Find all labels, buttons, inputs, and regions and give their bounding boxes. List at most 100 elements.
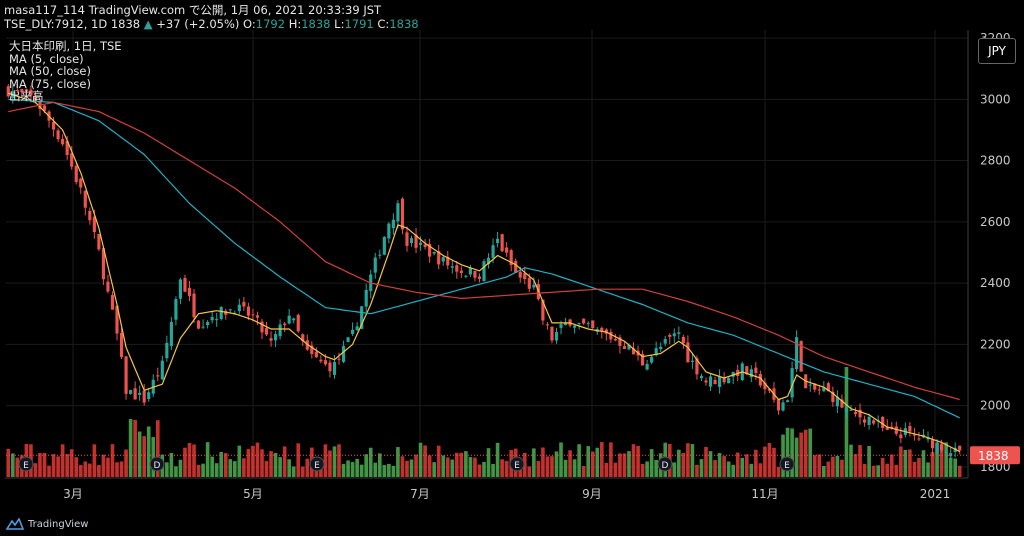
candle-body xyxy=(165,342,169,359)
volume-bar xyxy=(264,461,269,477)
volume-bar xyxy=(377,453,382,477)
time-axis: 3月 5月 7月 9月 11月 2021 xyxy=(63,487,950,501)
volume-bar xyxy=(849,444,853,477)
volume-bar xyxy=(595,447,600,477)
last-price-text: 1838 xyxy=(978,449,1009,463)
candle-body xyxy=(260,321,264,333)
candle-body xyxy=(110,295,115,310)
tradingview-brand[interactable]: TradingView xyxy=(6,518,88,530)
candle-body xyxy=(808,384,812,386)
candle-body xyxy=(450,266,454,268)
volume-bar xyxy=(346,460,350,477)
volume-bar xyxy=(373,462,378,477)
volume-bar xyxy=(917,457,921,477)
volume-bar xyxy=(137,431,142,477)
volume-bar xyxy=(944,442,948,477)
volume-bar xyxy=(672,462,677,477)
volume-bar xyxy=(178,459,183,477)
volume-bar xyxy=(110,444,115,477)
candle-body xyxy=(813,383,817,390)
candle-body xyxy=(554,331,559,341)
candle-body xyxy=(785,400,790,403)
candle-body xyxy=(287,315,291,324)
volume-bar xyxy=(192,444,196,477)
candle-body xyxy=(215,319,219,321)
volume-bars xyxy=(6,367,962,477)
volume-bar xyxy=(781,434,785,477)
volume-bar xyxy=(74,457,79,477)
candle-body xyxy=(835,396,839,407)
candle-body xyxy=(704,380,708,383)
volume-bar xyxy=(899,446,903,477)
candle-body xyxy=(894,426,898,434)
volume-bar xyxy=(51,454,56,477)
candle-body xyxy=(473,270,477,278)
volume-bar xyxy=(418,442,423,477)
candle-body xyxy=(917,438,921,440)
volume-bar xyxy=(794,437,799,477)
low-value: 1791 xyxy=(344,17,374,31)
candle-body xyxy=(781,402,785,411)
volume-bar xyxy=(482,461,486,477)
volume-bar xyxy=(731,464,736,477)
volume-bar xyxy=(772,447,776,477)
candle-body xyxy=(758,373,762,386)
volume-bar xyxy=(10,453,15,477)
volume-bar xyxy=(251,445,255,477)
legend-ma75[interactable]: MA (75, close) xyxy=(9,76,91,91)
candle-body xyxy=(912,434,917,436)
candle-body xyxy=(292,318,296,321)
currency-button[interactable]: JPY xyxy=(978,38,1016,64)
candle-body xyxy=(713,379,717,385)
volume-bar xyxy=(912,461,917,477)
candle-body xyxy=(695,358,699,375)
volume-bar xyxy=(536,460,541,477)
volume-bar xyxy=(921,450,926,477)
candle-body xyxy=(56,130,60,140)
legend-ma5[interactable]: MA (5, close) xyxy=(9,51,84,66)
publish-info: masa117_114 TradingView.com で公開, 1月 06, … xyxy=(4,3,382,17)
candle-body xyxy=(387,223,391,239)
volume-bar xyxy=(391,465,396,477)
candle-body xyxy=(681,336,685,343)
legend-volume[interactable]: 出来高 xyxy=(9,89,44,103)
volume-bar xyxy=(477,464,482,477)
candle-body xyxy=(550,326,554,341)
volume-bar xyxy=(42,452,47,477)
volume-bar xyxy=(305,458,310,477)
candle-body xyxy=(251,314,255,316)
volume-bar xyxy=(396,447,400,477)
volume-bar xyxy=(532,448,536,477)
volume-bar xyxy=(128,419,133,477)
volume-bar xyxy=(210,456,214,477)
volume-bar xyxy=(645,461,649,477)
candle-body xyxy=(332,362,337,375)
candle-body xyxy=(273,334,278,341)
volume-bar xyxy=(903,449,908,477)
volume-bar xyxy=(155,420,160,477)
legend-ma50[interactable]: MA (50, close) xyxy=(9,64,91,78)
candle-body xyxy=(441,257,445,262)
candle-body xyxy=(455,265,459,272)
volume-bar xyxy=(473,457,477,477)
volume-bar xyxy=(228,459,233,477)
candle-body xyxy=(863,419,867,423)
volume-bar xyxy=(935,443,939,477)
volume-bar xyxy=(183,447,187,477)
volume-bar xyxy=(677,449,681,477)
event-marker-label: E xyxy=(23,461,29,471)
candle-body xyxy=(940,444,944,451)
volume-bar xyxy=(504,461,509,477)
price-tick-label: 2600 xyxy=(980,215,1011,229)
volume-bar xyxy=(817,454,822,477)
candle-body xyxy=(844,408,849,412)
candle-body xyxy=(853,412,858,415)
volume-bar xyxy=(436,445,441,477)
volume-bar xyxy=(840,459,844,477)
volume-bar xyxy=(812,455,817,477)
candle-body xyxy=(654,348,658,356)
candle-body xyxy=(826,383,830,392)
volume-bar xyxy=(500,459,504,477)
volume-bar xyxy=(255,442,260,477)
